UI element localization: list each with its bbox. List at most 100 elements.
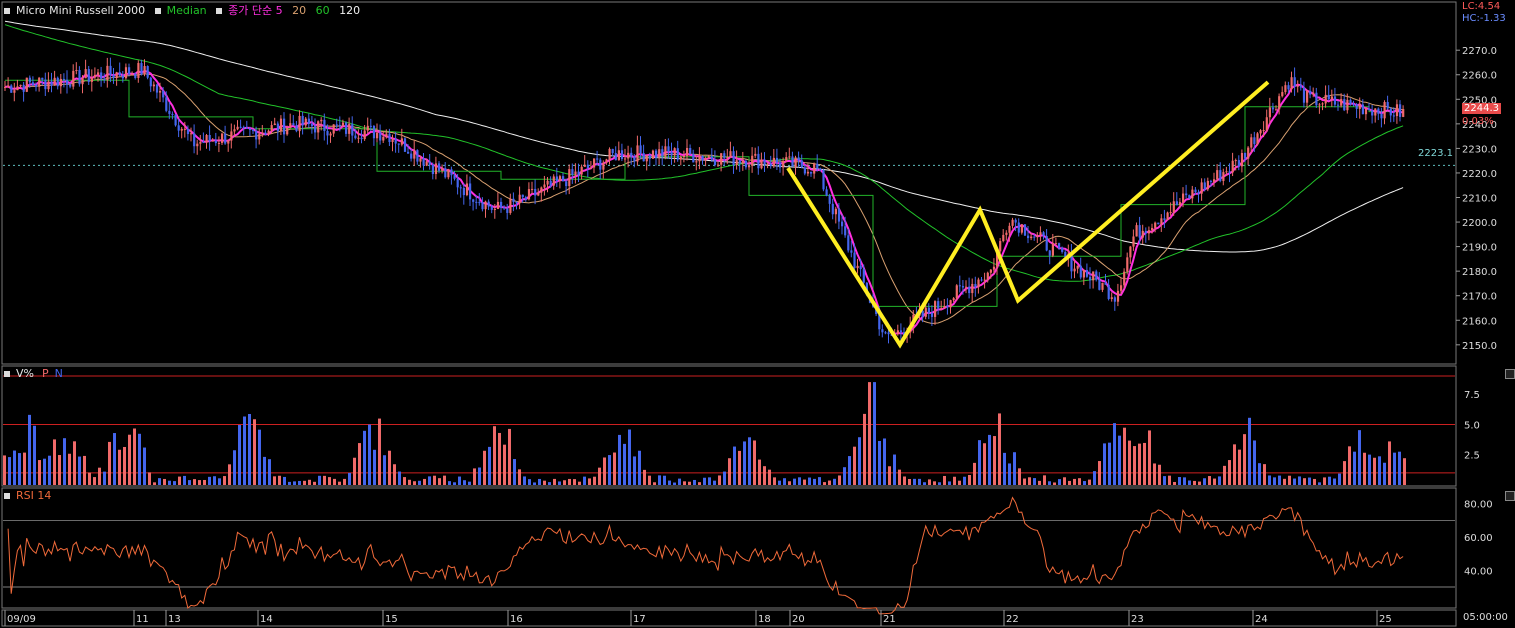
moving-average-lines xyxy=(4,20,1404,335)
volume-bar xyxy=(908,479,911,485)
price-legend: Micro Mini Russell 2000 Median 종가 단순 5 2… xyxy=(4,2,366,18)
candle-body xyxy=(1011,219,1014,226)
volume-bar xyxy=(383,455,386,485)
volume-bar xyxy=(358,443,361,485)
candle-body xyxy=(10,85,13,93)
candle-body xyxy=(927,307,930,313)
candle-body xyxy=(760,159,763,169)
volume-bar xyxy=(808,477,811,485)
volume-bar xyxy=(238,425,241,485)
volume-bar xyxy=(588,478,591,485)
volume-bar xyxy=(498,432,501,485)
candle-body xyxy=(462,187,465,196)
candle-body xyxy=(1191,189,1194,199)
volume-panel-close-icon[interactable] xyxy=(1505,369,1515,379)
candle-body xyxy=(193,133,196,147)
volume-bar xyxy=(963,476,966,485)
candle-body xyxy=(372,125,376,139)
candle-body xyxy=(317,121,320,133)
candle-body xyxy=(59,78,62,87)
candle-body xyxy=(397,143,400,145)
candle-body xyxy=(810,171,813,174)
reference-price-label: 2223.1 xyxy=(1418,148,1453,159)
candle-body xyxy=(1318,104,1321,106)
volume-bar xyxy=(1038,480,1041,485)
volume-bar xyxy=(1178,477,1181,485)
candle-body xyxy=(168,110,171,114)
candle-body xyxy=(1129,246,1132,258)
candle-body xyxy=(503,207,506,209)
volume-bar xyxy=(213,476,216,485)
candle-body xyxy=(1023,224,1027,236)
legend-median: Median xyxy=(166,4,207,17)
candle-body xyxy=(1008,225,1011,233)
candle-body xyxy=(453,175,456,179)
candle-body xyxy=(233,129,236,132)
volume-bar xyxy=(448,481,451,485)
volume-bar xyxy=(553,478,556,485)
legend-symbol: Micro Mini Russell 2000 xyxy=(16,4,146,17)
candle-body xyxy=(1188,195,1191,199)
price-tick-label: 2200.0 xyxy=(1462,218,1497,229)
volume-bar xyxy=(1193,480,1196,485)
candle-body xyxy=(413,150,416,159)
candle-body xyxy=(1120,285,1123,291)
candle-body xyxy=(1073,268,1076,272)
candle-body xyxy=(1265,117,1268,131)
candle-body xyxy=(50,81,53,86)
candle-body xyxy=(881,329,884,333)
candle-body xyxy=(732,151,735,166)
volume-bar xyxy=(773,477,776,485)
candle-body xyxy=(255,130,258,140)
volume-bar xyxy=(148,472,151,485)
volume-bar xyxy=(878,440,881,485)
candle-body xyxy=(301,115,304,126)
candle-body xyxy=(431,164,434,175)
time-axis: 09/09 11 13 14 15 16 17 18 20 21 22 23 24 25 xyxy=(4,610,1392,626)
candle-body xyxy=(543,184,546,188)
volume-bar xyxy=(898,469,901,485)
candle-body xyxy=(1175,201,1178,206)
candle-body xyxy=(806,171,810,174)
volume-bar xyxy=(883,438,886,485)
volume-bar xyxy=(783,478,786,485)
volume-bar xyxy=(953,476,956,485)
candle-body xyxy=(555,176,558,182)
candle-body xyxy=(899,330,903,333)
volume-bar xyxy=(1303,478,1306,485)
candle-body xyxy=(428,161,431,165)
candle-body xyxy=(19,84,22,87)
candle-body xyxy=(682,155,686,157)
legend-square-icon xyxy=(4,8,10,14)
rsi-panel-close-icon[interactable] xyxy=(1505,491,1515,501)
candle-body xyxy=(208,134,211,142)
volume-bar xyxy=(378,418,381,485)
volume-bar xyxy=(1243,434,1246,485)
volume-bar xyxy=(18,453,21,485)
candle-body xyxy=(1017,222,1020,233)
candle-body xyxy=(152,84,155,87)
volume-bar xyxy=(633,456,636,485)
volume-bar xyxy=(1328,476,1331,485)
candle-body xyxy=(1194,189,1197,193)
candle-body xyxy=(1166,212,1169,221)
candle-body xyxy=(1346,99,1349,111)
candle-body xyxy=(180,128,183,131)
volume-bar xyxy=(428,476,431,485)
volume-bar xyxy=(1183,477,1186,485)
volume-bar xyxy=(363,430,366,485)
candle-body xyxy=(62,78,66,80)
volume-bar xyxy=(873,382,876,485)
candle-body xyxy=(552,176,555,186)
candle-body xyxy=(490,206,493,210)
candle-body xyxy=(862,269,865,283)
volume-bar xyxy=(578,481,581,485)
candle-body xyxy=(599,159,602,170)
candle-body xyxy=(1151,227,1154,231)
candle-body xyxy=(710,156,713,160)
volume-tick-label: 7.5 xyxy=(1464,390,1480,401)
volume-bar xyxy=(718,475,721,485)
volume-bars: 7.5 5.0 2.5 xyxy=(3,375,1480,485)
candle-body xyxy=(831,203,834,215)
candle-body xyxy=(28,77,31,83)
